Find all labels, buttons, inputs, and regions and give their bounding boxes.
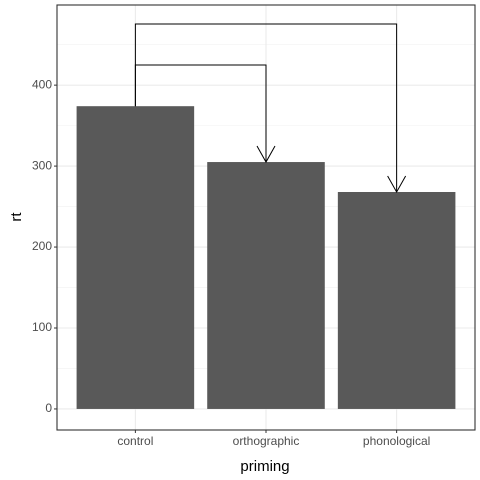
y-tick-label: 100 — [32, 320, 52, 334]
y-axis-title: rt — [8, 212, 25, 222]
y-tick-label: 400 — [32, 77, 52, 91]
arrow-head — [387, 175, 407, 194]
y-tick-label: 0 — [45, 401, 52, 415]
y-tick-label: 300 — [32, 158, 52, 172]
comparison-arrow — [134, 23, 398, 192]
arrow-head — [256, 145, 276, 164]
x-tick-label: orthographic — [233, 434, 300, 448]
bar — [207, 162, 325, 409]
panel-border — [56, 4, 476, 431]
x-tick-label: phonological — [363, 434, 430, 448]
x-axis-title: priming — [240, 458, 289, 475]
bar — [76, 106, 195, 409]
y-tick-label: 200 — [32, 239, 52, 253]
bar — [337, 192, 456, 409]
x-tick-label: control — [117, 434, 153, 448]
